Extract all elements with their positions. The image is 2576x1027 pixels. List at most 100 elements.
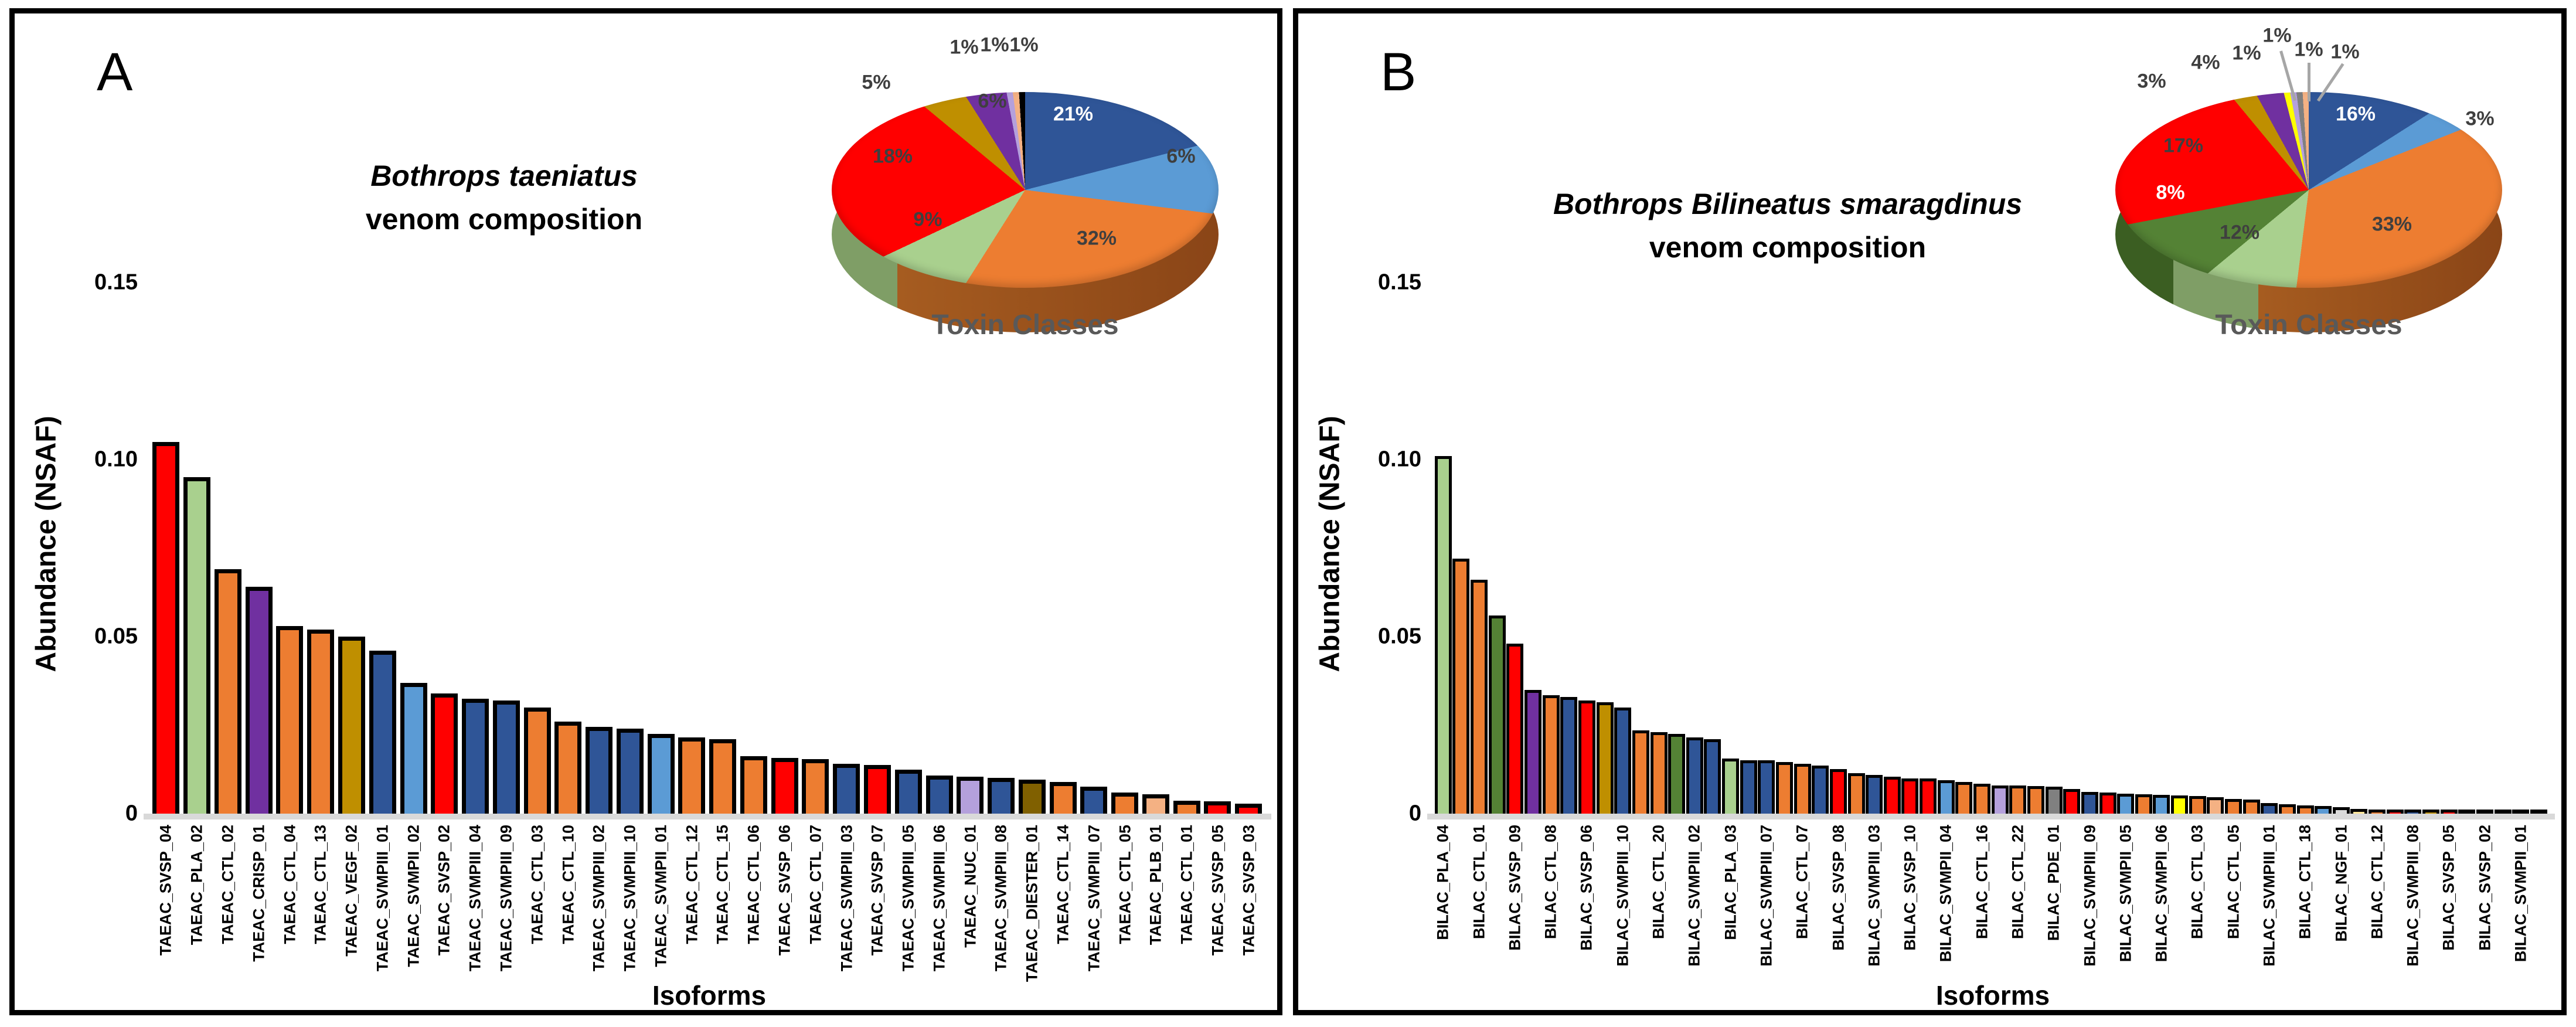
bar	[1142, 794, 1169, 814]
pie-slice-label: 1%	[2294, 38, 2323, 61]
x-axis-label: TAEAC_SVMPIII_05	[899, 825, 917, 972]
x-axis-label-wrap: TAEAC_SVMPIII_04	[467, 825, 485, 971]
x-axis-label-wrap: TAEAC_CTL_01	[1178, 825, 1196, 944]
chart-title-species: Bothrops Bilineatus smaragdinus	[1553, 188, 2023, 220]
bar-slot	[2440, 283, 2458, 814]
bar	[2063, 789, 2081, 814]
bar-slot	[2063, 283, 2081, 814]
pie-slice-label: 1%	[980, 33, 1009, 56]
bar-slot	[2332, 283, 2350, 814]
bar	[276, 626, 304, 814]
x-axis-label-wrap: BILAC_SVMPII_04	[1937, 825, 1955, 962]
pie-slice-label: 8%	[2156, 181, 2185, 204]
x-axis-label-wrap: BILAC_SVMPII_01	[2512, 825, 2530, 962]
bar	[523, 708, 551, 814]
bar-slot	[2153, 283, 2171, 814]
bar-slot	[1470, 283, 1488, 814]
x-axis-label-wrap: TAEAC_SVMPIII_02	[590, 825, 608, 971]
x-axis-label: TAEAC_SVMPIII_04	[466, 825, 484, 972]
y-axis-tick: 0.15	[94, 270, 138, 295]
x-axis-label-wrap: TAEAC_SVSP_02	[435, 825, 454, 955]
bar	[1111, 793, 1139, 814]
bar	[2440, 810, 2458, 814]
x-axis-label: BILAC_SVSP_09	[1506, 825, 1524, 951]
bar-slot	[1506, 283, 1524, 814]
y-axis-label: Abundance (NSAF)	[1314, 416, 1346, 672]
bar-slot	[2386, 283, 2404, 814]
x-axis-label-wrap: TAEAC_SVMPIII_05	[900, 825, 918, 971]
chart-title: Bothrops Bilineatus smaragdinus venom co…	[1486, 182, 2090, 269]
y-axis-tick: 0.10	[94, 447, 138, 472]
bar-slot	[2099, 283, 2117, 814]
bar-slot	[769, 283, 800, 814]
bar-slot	[1452, 283, 1471, 814]
x-axis-label-wrap: BILAC_CTL_18	[2296, 825, 2315, 939]
x-axis-label-wrap: TAEAC_SVSP_06	[775, 825, 794, 955]
x-axis-labels: TAEAC_SVSP_04 TAEAC_PLA_02 TAEAC_CTL_02 TAE…	[151, 825, 1264, 992]
pie-slice-label: 17%	[2163, 134, 2204, 157]
bar-slot	[2278, 283, 2296, 814]
bar	[2476, 810, 2493, 814]
bar	[462, 699, 489, 814]
bar-slot	[2189, 283, 2207, 814]
bar-slot	[1202, 283, 1233, 814]
bar	[863, 765, 891, 814]
x-axis-label: BILAC_SVSP_02	[2476, 825, 2494, 951]
x-axis-label-wrap: TAEAC_SVMPIII_06	[930, 825, 948, 971]
bar	[2189, 796, 2206, 814]
bar-slot	[1542, 283, 1560, 814]
y-axis-label: Abundance (NSAF)	[30, 416, 62, 672]
bar-slot	[2530, 283, 2548, 814]
x-axis-label: TAEAC_CTL_02	[219, 825, 237, 944]
bar	[2153, 795, 2170, 814]
bar-slot	[955, 283, 986, 814]
bar-slot	[1233, 283, 1264, 814]
y-axis-tick: 0.10	[1378, 447, 1421, 472]
bar-slot	[2081, 283, 2099, 814]
bar	[2099, 793, 2116, 814]
x-axis-label: BILAC_CTL_20	[1649, 825, 1668, 940]
bar	[369, 651, 396, 814]
x-axis-label: BILAC_CTL_22	[2009, 825, 2027, 940]
x-axis-label-wrap: BILAC_SVSP_10	[1901, 825, 1920, 951]
bar	[988, 778, 1015, 814]
x-axis-label-wrap: TAEAC_SVSP_05	[1209, 825, 1227, 955]
x-axis-label-wrap: TAEAC_CTL_14	[1054, 825, 1072, 944]
x-axis-label: BILAC_SVMPII_01	[2512, 825, 2530, 963]
bar	[1434, 456, 1452, 814]
chart-title-subtitle: venom composition	[1649, 231, 1927, 264]
pie-slice-label: 1%	[1009, 33, 1039, 56]
bar	[1686, 737, 1703, 814]
bar	[1080, 787, 1108, 814]
x-axis-label: TAEAC_CTL_04	[281, 825, 298, 944]
x-axis-label: TAEAC_NUC_01	[961, 825, 979, 948]
bar	[2081, 792, 2098, 814]
x-axis-label: TAEAC_SVMPIII_08	[992, 825, 1010, 972]
pie-slice-label: 16%	[2335, 103, 2376, 125]
x-axis-labels: BILAC_PLA_04 BILAC_CTL_01 BILAC_SVSP_09 BIL…	[1434, 825, 2548, 992]
pie-title: Toxin Classes	[931, 310, 1119, 341]
bar-slot	[2368, 283, 2386, 814]
x-axis-label-wrap: BILAC_SVMPII_06	[2153, 825, 2171, 962]
bar-slot	[2170, 283, 2189, 814]
x-axis-label-wrap: BILAC_SVMPIII_09	[2081, 825, 2099, 967]
x-axis-label: TAEAC_SVMPII_02	[404, 825, 423, 967]
x-axis-label-wrap: BILAC_SVSP_02	[2476, 825, 2494, 951]
x-axis-title: Isoforms	[1935, 980, 2050, 1011]
bar-slot	[1775, 283, 1794, 814]
bar	[1632, 730, 1649, 814]
bar	[1829, 769, 1847, 814]
bar-slot	[213, 283, 244, 814]
bar	[1794, 764, 1811, 814]
x-axis-label-wrap: BILAC_SVMPIII_01	[2261, 825, 2279, 967]
x-axis-label-wrap: BILAC_CTL_12	[2368, 825, 2386, 939]
x-axis-label: TAEAC_CTL_07	[807, 825, 825, 944]
bar	[647, 734, 675, 814]
bar	[2117, 794, 2135, 814]
pie-chart: Toxin Classes 16% 3% 33% 12% 8% 17% 3% 4% 1% 1% 1%…	[2100, 25, 2517, 362]
bar-slot	[1740, 283, 1758, 814]
bar-slot	[1171, 283, 1202, 814]
bar	[1018, 780, 1046, 814]
bar	[245, 587, 273, 814]
